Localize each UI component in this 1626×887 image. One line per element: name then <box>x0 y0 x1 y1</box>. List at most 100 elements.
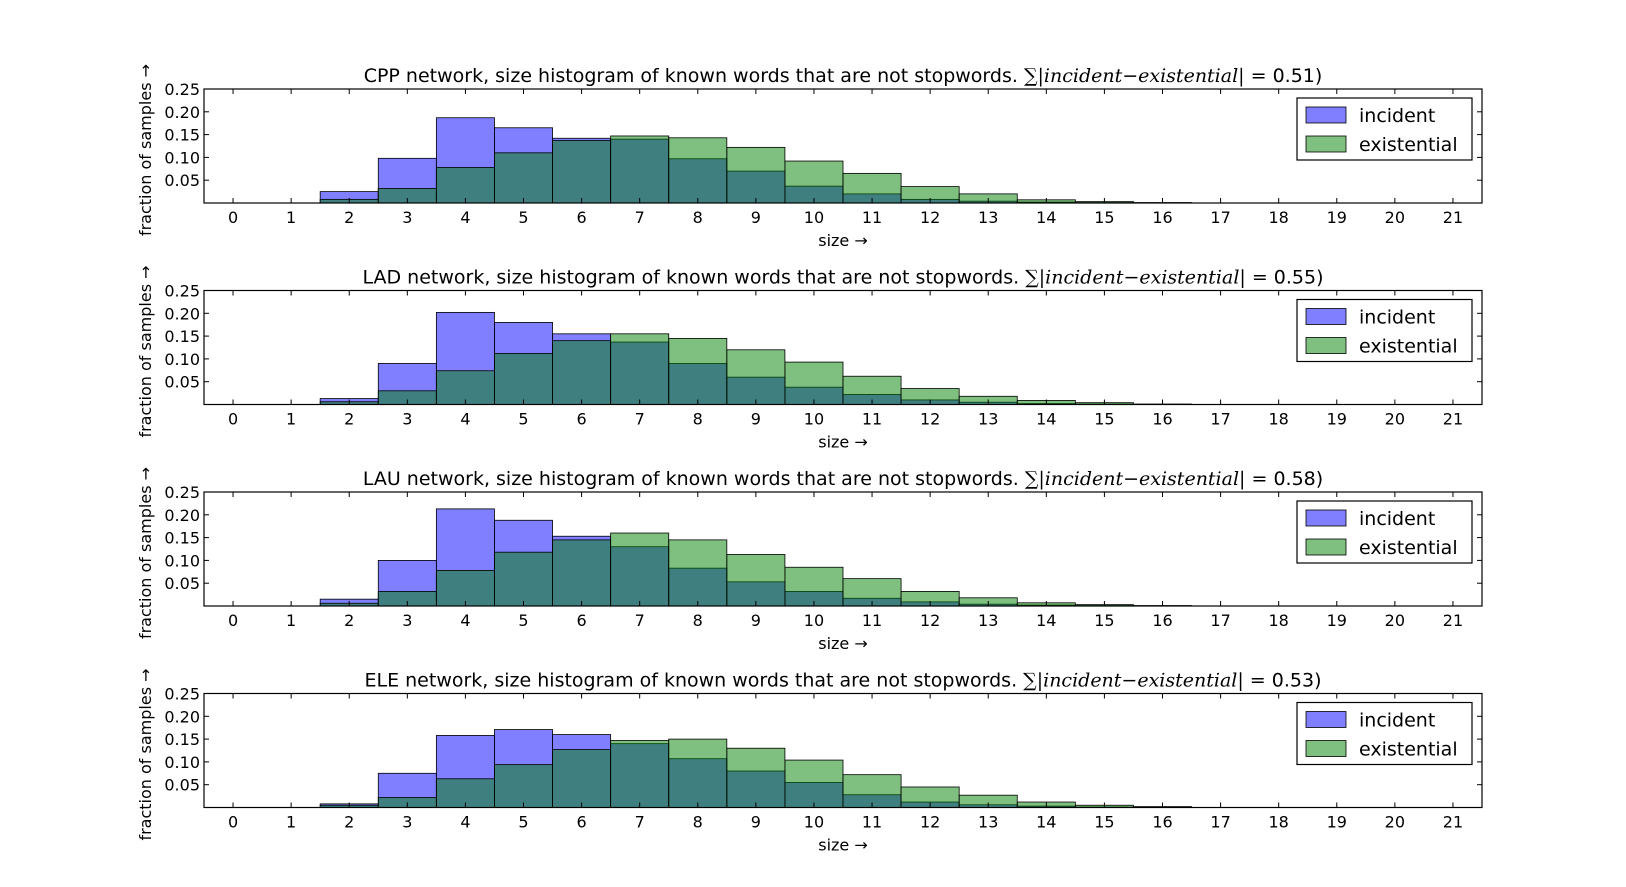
axes-frame <box>203 88 1483 204</box>
bar-existential <box>435 167 495 204</box>
x-tick-label: 1 <box>286 208 296 227</box>
x-tick-label: 19 <box>1327 611 1347 630</box>
x-tick-label: 3 <box>402 813 412 832</box>
x-axis-label: size → <box>818 836 868 855</box>
x-tick-label: 9 <box>751 813 761 832</box>
bar-existential <box>726 554 786 607</box>
histogram-panel: 0 1 2 3 4 5 6 7 8 9 10 11 12 13 14 15 16 17 18 19 20 210.050.… <box>136 265 1483 452</box>
x-tick-label: 6 <box>576 208 586 227</box>
legend-label-existential: existential <box>1359 134 1458 156</box>
x-tick-label: 20 <box>1385 611 1405 630</box>
bar-existential <box>726 349 786 405</box>
y-tick-label: 0.05 <box>164 373 200 392</box>
y-axis-label: fraction of samples → <box>136 265 155 437</box>
legend: incident existential <box>1296 97 1473 161</box>
x-tick-label: 19 <box>1327 813 1347 832</box>
y-tick-label: 0.20 <box>164 707 200 726</box>
bar-existential <box>435 570 495 607</box>
legend-swatch-incident <box>1305 711 1347 728</box>
y-tick-label: 0.25 <box>164 483 200 502</box>
y-axis-label: fraction of samples → <box>136 467 155 639</box>
x-tick-label: 21 <box>1443 410 1463 429</box>
y-tick-label: 0.15 <box>164 529 200 548</box>
legend-label-incident: incident <box>1359 710 1435 732</box>
x-tick-label: 17 <box>1210 410 1230 429</box>
x-tick-label: 3 <box>402 611 412 630</box>
bar-existential <box>610 532 670 607</box>
bar-existential <box>494 353 553 405</box>
bar-existential <box>784 361 844 405</box>
x-tick-label: 21 <box>1443 208 1463 227</box>
y-tick-label: 0.25 <box>164 685 200 704</box>
y-tick-label: 0.10 <box>164 350 200 369</box>
bar-existential <box>494 764 553 808</box>
x-tick-label: 13 <box>978 208 998 227</box>
x-tick-label: 17 <box>1210 611 1230 630</box>
histogram-panel: 0 1 2 3 4 5 6 7 8 9 10 11 12 13 14 15 16 17 18 19 20 210.050.… <box>136 467 1483 653</box>
y-tick-label: 0.15 <box>164 126 200 145</box>
bar-existential <box>552 340 612 405</box>
chart-title: ELE network, size histogram of known wor… <box>365 670 1322 692</box>
x-tick-label: 9 <box>751 410 761 429</box>
x-tick-label: 20 <box>1385 410 1405 429</box>
x-tick-label: 6 <box>576 410 586 429</box>
bar-existential <box>784 160 844 204</box>
x-tick-label: 2 <box>344 611 354 630</box>
x-tick-label: 8 <box>693 813 703 832</box>
bar-existential <box>610 740 670 808</box>
legend: incident existential <box>1296 701 1473 766</box>
x-tick-label: 18 <box>1269 813 1289 832</box>
y-tick-label: 0.05 <box>164 574 200 593</box>
y-tick-label: 0.05 <box>164 776 200 795</box>
legend: incident existential <box>1296 500 1473 564</box>
x-tick-label: 14 <box>1036 813 1056 832</box>
chart-title: LAD network, size histogram of known wor… <box>362 267 1323 289</box>
x-tick-label: 15 <box>1094 208 1114 227</box>
x-axis-label: size → <box>818 433 868 452</box>
x-axis-label: size → <box>818 231 868 250</box>
legend-swatch-existential <box>1305 135 1347 153</box>
x-tick-label: 8 <box>693 410 703 429</box>
x-tick-label: 13 <box>978 611 998 630</box>
x-tick-label: 1 <box>286 813 296 832</box>
x-tick-label: 12 <box>920 208 940 227</box>
x-tick-label: 4 <box>460 410 470 429</box>
x-tick-label: 14 <box>1036 208 1056 227</box>
x-tick-label: 13 <box>978 813 998 832</box>
bar-existential <box>494 551 553 607</box>
x-tick-label: 0 <box>228 410 238 429</box>
legend-label-existential: existential <box>1359 739 1458 761</box>
x-tick-label: 19 <box>1327 208 1347 227</box>
x-tick-label: 5 <box>518 208 528 227</box>
x-tick-label: 6 <box>576 813 586 832</box>
x-axis-label: size → <box>818 634 868 653</box>
x-tick-label: 21 <box>1443 813 1463 832</box>
x-tick-label: 19 <box>1327 410 1347 429</box>
y-tick-label: 0.20 <box>164 103 200 122</box>
x-tick-label: 1 <box>286 410 296 429</box>
bar-existential <box>552 140 612 204</box>
y-tick-label: 0.10 <box>164 148 200 167</box>
x-tick-label: 2 <box>344 410 354 429</box>
legend-label-existential: existential <box>1359 537 1458 559</box>
axes-frame <box>203 491 1483 607</box>
x-tick-label: 16 <box>1152 208 1172 227</box>
y-tick-label: 0.25 <box>164 80 200 99</box>
x-tick-label: 17 <box>1210 813 1230 832</box>
x-tick-label: 8 <box>693 208 703 227</box>
x-tick-label: 4 <box>460 611 470 630</box>
y-tick-label: 0.15 <box>164 327 200 346</box>
bar-existential <box>784 759 844 808</box>
y-tick-label: 0.15 <box>164 730 200 749</box>
x-tick-label: 21 <box>1443 611 1463 630</box>
x-tick-label: 9 <box>751 611 761 630</box>
x-tick-label: 3 <box>402 410 412 429</box>
x-tick-label: 18 <box>1269 611 1289 630</box>
chart-title: CPP network, size histogram of known wor… <box>364 65 1323 87</box>
axes-frame <box>203 289 1483 406</box>
x-tick-label: 7 <box>635 813 645 832</box>
x-tick-label: 6 <box>576 611 586 630</box>
legend-label-incident: incident <box>1359 307 1435 329</box>
histogram-panel: 0 1 2 3 4 5 6 7 8 9 10 11 12 13 14 15 16 17 18 19 20 210.050.… <box>136 668 1483 855</box>
